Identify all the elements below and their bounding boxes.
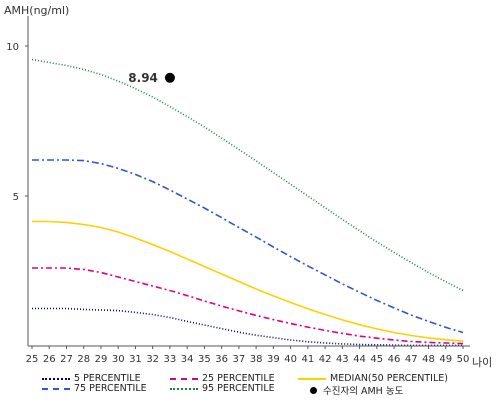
legend-label: MEDIAN(50 PERCENTILE): [330, 373, 448, 384]
legend-item-patient-amh: 수진자의 AMH 농도: [298, 383, 403, 397]
x-tick-label: 39: [267, 354, 280, 365]
legend-swatch: [42, 387, 70, 390]
x-tick-label: 44: [353, 354, 366, 365]
legend-swatch: [42, 377, 70, 380]
x-tick-label: 42: [319, 354, 332, 365]
legend-label: 25 PERCENTILE: [202, 373, 275, 384]
legend-item-median: MEDIAN(50 PERCENTILE): [298, 373, 448, 384]
patient-amh-marker: [164, 72, 175, 83]
x-tick-label: 47: [405, 354, 418, 365]
legend-marker-dot: [310, 386, 317, 394]
x-tick-label: 37: [233, 354, 246, 365]
x-tick-label: 36: [215, 354, 228, 365]
x-tick-label: 38: [250, 354, 263, 365]
series-line-median-50-percentile: [32, 220, 464, 342]
chart-legend: 5 PERCENTILE 75 PERCENTILE 25 PERCENTILE…: [38, 371, 498, 399]
x-tick-label: 45: [370, 354, 383, 365]
legend-item-25-percentile: 25 PERCENTILE: [170, 373, 275, 384]
x-tick-label: 50: [457, 354, 470, 365]
x-tick-label: 26: [43, 354, 56, 365]
x-tick-label: 25: [26, 354, 39, 365]
x-tick-label: 41: [301, 354, 314, 365]
legend-swatch: [170, 387, 198, 390]
x-tick-label: 31: [129, 354, 142, 365]
legend-item-75-percentile: 75 PERCENTILE: [42, 383, 147, 394]
x-tick-label: 33: [164, 354, 177, 365]
x-tick-label: 35: [198, 354, 211, 365]
y-tick-label: 5: [13, 192, 19, 203]
legend-label: 75 PERCENTILE: [74, 383, 147, 394]
legend-label: 수진자의 AMH 농도: [323, 386, 404, 397]
y-tick-label: 10: [6, 42, 19, 53]
axis-ticks: 25 26 27 28 29 30 31 32 33 34 35 36 37 38 39 40 41 42 43 44…: [6, 42, 469, 365]
series-line-95-percentile: [31, 58, 464, 292]
x-axis-label: 나이: [472, 356, 492, 369]
x-tick-label: 29: [95, 354, 108, 365]
x-tick-label: 46: [388, 354, 401, 365]
x-tick-label: 28: [77, 354, 90, 365]
series-line-25-percentile: [32, 267, 464, 345]
y-axis-label: AMH(ng/ml): [4, 4, 69, 17]
series-line-75-percentile: [32, 159, 464, 334]
legend-item-95-percentile: 95 PERCENTILE: [170, 383, 275, 394]
legend-swatch: [170, 377, 198, 380]
x-tick-label: 32: [146, 354, 159, 365]
x-tick-label: 30: [112, 354, 125, 365]
x-tick-label: 48: [422, 354, 435, 365]
legend-item-5-percentile: 5 PERCENTILE: [42, 373, 141, 384]
x-tick-label: 43: [336, 354, 349, 365]
x-tick-label: 27: [60, 354, 73, 365]
x-tick-label: 34: [181, 354, 194, 365]
legend-label: 95 PERCENTILE: [202, 383, 275, 394]
x-tick-label: 49: [439, 354, 452, 365]
legend-swatch: [298, 377, 326, 380]
patient-amh-value-label: 8.94: [128, 71, 158, 85]
legend-label: 5 PERCENTILE: [74, 373, 141, 384]
plot-area: 8.94: [31, 58, 464, 347]
x-tick-label: 40: [284, 354, 297, 365]
